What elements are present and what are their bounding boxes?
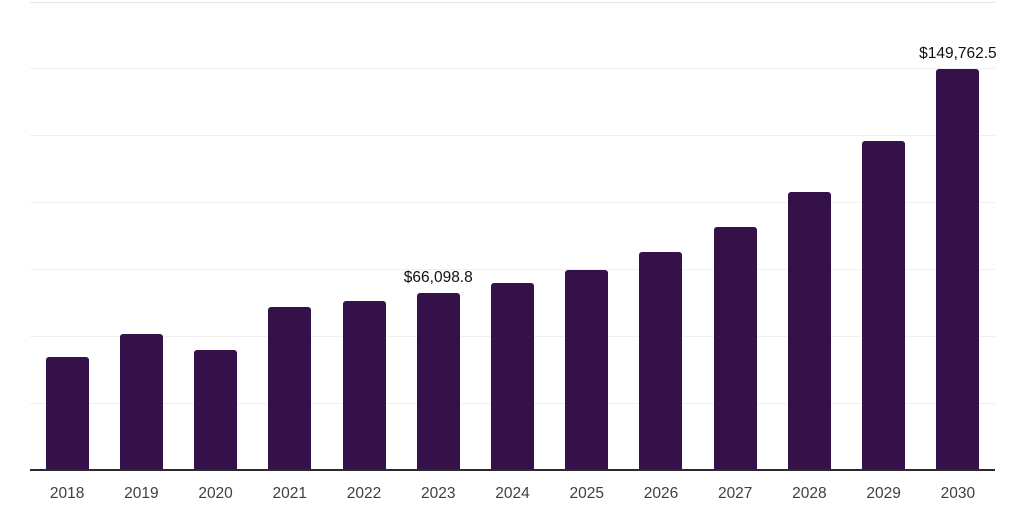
x-tick-label-2021: 2021 (272, 485, 308, 502)
bar-2018 (45, 356, 89, 470)
bar-2024 (491, 283, 534, 470)
bar-2030 (936, 69, 980, 470)
bar-2027 (713, 226, 757, 470)
x-axis-line (30, 469, 995, 471)
x-tick-label-2023: 2023 (421, 485, 456, 502)
bar-2023 (416, 293, 460, 470)
bar-2019 (119, 333, 163, 470)
x-tick-label-2028: 2028 (792, 485, 827, 502)
gridline-150000 (30, 68, 995, 70)
bar-2022 (342, 300, 386, 470)
x-tick-label-2018: 2018 (49, 485, 85, 502)
x-tick-label-2026: 2026 (643, 485, 679, 502)
gridline-75000 (30, 268, 995, 270)
gridline-125000 (30, 135, 995, 137)
gridline-175000 (30, 1, 995, 3)
x-tick-label-2019: 2019 (124, 485, 159, 502)
gridline-100000 (30, 202, 995, 204)
bar-2020 (194, 349, 238, 470)
value-label-2030: $149,762.5 (919, 45, 997, 63)
bar-2025 (565, 269, 609, 470)
x-tick-label-2027: 2027 (717, 485, 753, 502)
bar-2021 (268, 306, 312, 470)
value-label-2023: $66,098.8 (403, 269, 473, 287)
x-tick-label-2025: 2025 (569, 485, 604, 502)
x-tick-label-2020: 2020 (198, 485, 233, 502)
x-tick-label-2024: 2024 (495, 485, 530, 502)
x-tick-label-2029: 2029 (866, 485, 901, 502)
bar-2026 (639, 252, 683, 470)
x-tick-label-2030: 2030 (940, 485, 976, 502)
x-tick-label-2022: 2022 (346, 485, 382, 502)
bar-2028 (787, 191, 831, 470)
bar-2029 (862, 141, 906, 470)
